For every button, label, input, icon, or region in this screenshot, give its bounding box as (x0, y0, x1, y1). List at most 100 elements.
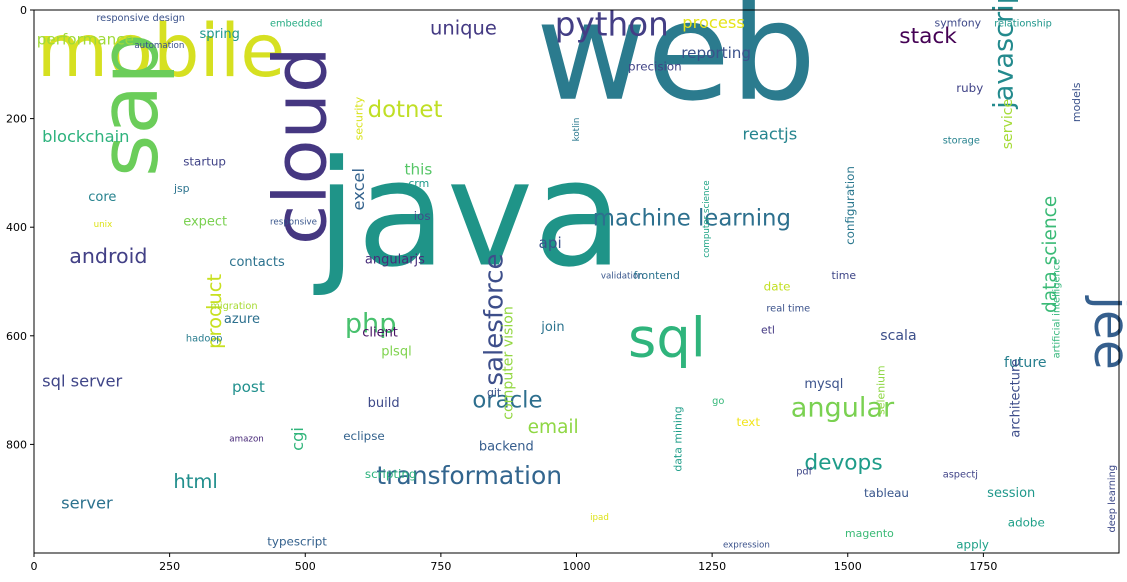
word-web: web (536, 0, 817, 132)
y-tick-label: 800 (6, 438, 27, 451)
word-performance: performance (37, 30, 134, 48)
word-ipad: ipad (590, 513, 609, 523)
word-computer-vision: computer vision (501, 306, 517, 420)
word-typescript: typescript (267, 535, 327, 549)
word-unix: unix (94, 220, 113, 230)
word-stack: stack (899, 24, 957, 49)
word-angular: angular (791, 393, 895, 424)
word-adobe: adobe (1008, 516, 1045, 530)
word-pdf: pdf (796, 467, 812, 478)
word-storage: storage (943, 135, 980, 146)
word-sap: sap (82, 33, 177, 177)
x-axis: 0 250 500 750 1000 1250 1500 1750 (31, 553, 997, 573)
word-excel: excel (349, 168, 368, 211)
word-relationship: relationship (994, 19, 1052, 30)
x-tick-label: 1000 (563, 560, 591, 573)
word-ios: ios (414, 209, 431, 223)
word-process: process (682, 13, 745, 32)
word-unique: unique (430, 17, 497, 40)
y-tick-label: 600 (6, 330, 27, 343)
word-contacts: contacts (229, 255, 285, 270)
word-architecture: architecture (1008, 359, 1023, 438)
word-validation: validation (601, 272, 644, 282)
word-sql: sql (628, 306, 706, 369)
word-product: product (203, 274, 226, 349)
word-precision: precision (628, 60, 682, 74)
word-kotlin: kotlin (572, 118, 582, 142)
word-configuration: configuration (843, 166, 857, 245)
word-eclipse: eclipse (343, 429, 385, 443)
x-tick-label: 1750 (969, 560, 997, 573)
x-tick-label: 500 (295, 560, 316, 573)
word-artificial-intelligence: artificial intelligence (1052, 259, 1063, 359)
word-go: go (712, 396, 724, 407)
word-service: service (1000, 99, 1016, 149)
word-apply: apply (956, 537, 989, 551)
word-html: html (173, 470, 217, 493)
word-hadoop: hadoop (186, 334, 223, 345)
word-java: java (313, 129, 623, 300)
word-aspectj: aspectj (943, 469, 978, 480)
word-php: php (345, 308, 397, 339)
word-machine-learning: machine learning (593, 206, 791, 232)
word-responsive-design: responsive design (96, 13, 185, 24)
word-backend: backend (479, 440, 534, 455)
word-date: date (764, 279, 791, 293)
word-cgi: cgi (288, 427, 307, 451)
word-git: git (487, 386, 502, 399)
word-devops: devops (804, 450, 882, 475)
y-tick-label: 0 (20, 4, 27, 17)
word-core: core (88, 190, 116, 205)
word-security: security (353, 96, 366, 140)
word-salesforce: salesforce (480, 253, 510, 385)
word-azure: azure (224, 312, 260, 327)
word-transformation: transformation (376, 461, 562, 490)
word-android: android (69, 244, 147, 268)
word-session: session (987, 486, 1035, 501)
word-cloud: cloud (258, 47, 343, 246)
word-real-time: real time (766, 304, 810, 315)
word-responsive: responsive (270, 217, 317, 227)
word-python: python (555, 5, 669, 43)
word-javascript: javascript (989, 0, 1020, 110)
word-automation: automation (134, 41, 184, 51)
word-post: post (232, 378, 265, 396)
word-scala: scala (880, 328, 916, 344)
word-spring: spring (199, 27, 239, 42)
x-tick-label: 250 (159, 560, 180, 573)
word-tableau: tableau (864, 486, 909, 500)
word-join: join (540, 320, 564, 335)
word-dotnet: dotnet (368, 97, 443, 123)
word-mobile: mobile (37, 9, 286, 94)
word-jee: jee (1083, 295, 1127, 370)
word-deep-learning: deep learning (1107, 465, 1118, 533)
x-tick-label: 0 (31, 560, 38, 573)
word-email: email (528, 417, 579, 438)
y-axis: 0 200 400 600 800 (6, 4, 34, 451)
word-data-mining: data mining (671, 406, 684, 471)
word-crm: crm (408, 177, 429, 190)
word-reporting: reporting (681, 44, 751, 62)
word-api: api (539, 234, 562, 252)
word-migration: migration (210, 301, 257, 312)
x-tick-label: 1500 (834, 560, 862, 573)
word-jsp: jsp (173, 182, 190, 195)
word-data-science: data science (1040, 196, 1061, 313)
word-startup: startup (183, 155, 226, 169)
word-symfony: symfony (935, 17, 982, 30)
word-embedded: embedded (270, 19, 323, 30)
word-magento: magento (845, 527, 894, 540)
word-mysql: mysql (804, 377, 843, 392)
word-client: client (362, 326, 398, 341)
word-server: server (61, 494, 113, 513)
word-angularjs: angularjs (365, 252, 425, 267)
y-tick-label: 400 (6, 221, 27, 234)
word-oracle: oracle (472, 387, 542, 413)
word-expect: expect (183, 214, 227, 229)
y-tick-label: 200 (6, 113, 27, 126)
word-etl: etl (761, 323, 775, 336)
word-selenium: selenium (874, 365, 887, 415)
